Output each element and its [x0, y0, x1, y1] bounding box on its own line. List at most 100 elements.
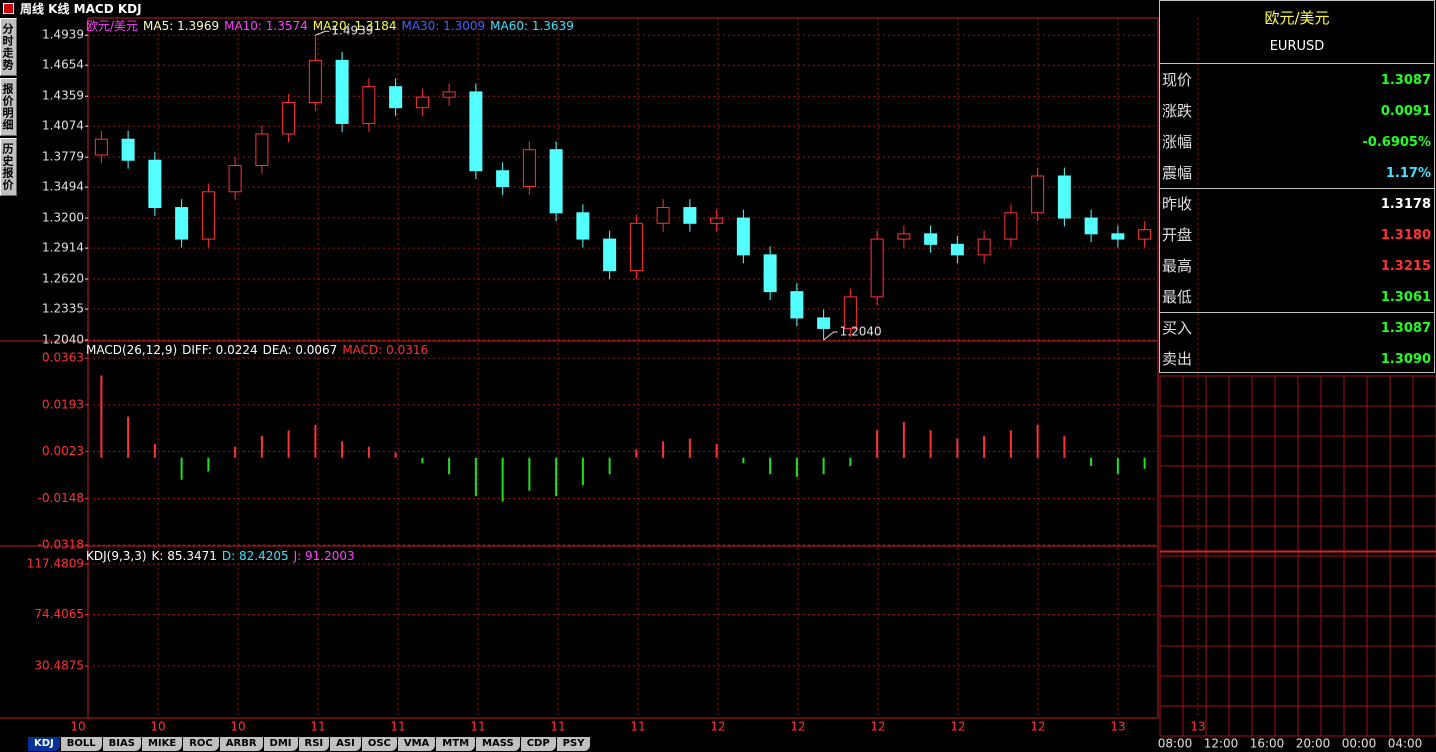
- legend-entry: DEA: 0.0067: [263, 343, 338, 357]
- side-tab[interactable]: 历史报价: [0, 138, 17, 196]
- quote-value: -0.6905%: [1362, 135, 1431, 150]
- x-tick-label: 11: [310, 720, 325, 734]
- quote-value: 1.3178: [1380, 197, 1431, 212]
- x-tick-label: 11: [630, 720, 645, 734]
- candle-body: [763, 254, 777, 293]
- quote-label: 涨跌: [1162, 102, 1193, 120]
- quote-value: 0.0091: [1380, 104, 1431, 119]
- time-label: 04:00: [1388, 737, 1423, 751]
- x-tick-label: 12: [870, 720, 885, 734]
- y-tick-label: 74.4065: [34, 607, 84, 621]
- quote-row: 涨跌 0.0091: [1160, 96, 1434, 127]
- quote-value: 1.3215: [1380, 259, 1431, 274]
- candle-body: [629, 222, 643, 272]
- candle-body: [710, 217, 724, 224]
- x-tick-label: 12: [790, 720, 805, 734]
- legend: MACD(26,12,9) DIFF: 0.0224 DEA: 0.0067 MACD…: [86, 343, 428, 357]
- legend-entry: MACD: 0.0316: [342, 343, 428, 357]
- candle-body: [442, 91, 456, 98]
- time-label: 16:00: [1250, 737, 1285, 751]
- legend-entry: J: 91.2003: [293, 549, 355, 563]
- candle-body: [201, 191, 215, 240]
- y-tick-label: 117.4809: [27, 556, 84, 570]
- indicator-tab[interactable]: MIKE: [141, 737, 183, 751]
- indicator-tab[interactable]: ASI: [330, 737, 361, 751]
- x-tick-label: 10: [70, 720, 85, 734]
- indicator-tab[interactable]: ARBR: [219, 737, 263, 751]
- candle-body: [282, 101, 296, 135]
- indicator-tab[interactable]: BIAS: [102, 737, 141, 751]
- quote-label: 最高: [1162, 257, 1193, 275]
- quote-title: 欧元/美元: [1264, 9, 1330, 27]
- y-tick-label: 1.3494: [42, 180, 84, 194]
- candle-body: [522, 149, 536, 188]
- legend: KDJ(9,3,3) K: 85.3471 D: 82.4205 J: 91.2003: [86, 549, 355, 563]
- annotation: 1.2040: [840, 325, 882, 339]
- candle-body: [1057, 175, 1071, 219]
- x-tick-label: 13: [1110, 720, 1125, 734]
- candle-body: [603, 238, 617, 272]
- indicator-tab[interactable]: OSC: [361, 737, 397, 751]
- legend-entry: MA60: 1.3639: [490, 19, 574, 33]
- indicator-tab[interactable]: VMA: [397, 737, 436, 751]
- main-frame: [87, 17, 1159, 719]
- x-tick-label: 11: [390, 720, 405, 734]
- y-tick-label: 1.4074: [42, 119, 84, 133]
- legend: 欧元/美元 MA5: 1.3969 MA10: 1.3574 MA20: 1.3184…: [86, 19, 574, 33]
- x-tick-label: 10: [150, 720, 165, 734]
- quote-label: 卖出: [1162, 350, 1193, 368]
- quote-row: 震幅 1.17%: [1160, 158, 1434, 189]
- indicator-tab[interactable]: CDP: [520, 737, 556, 751]
- quote-label: 开盘: [1162, 226, 1193, 244]
- candle-body: [1004, 212, 1018, 240]
- indicator-tab[interactable]: RSI: [298, 737, 330, 751]
- y-tick-label: 30.4875: [34, 659, 84, 673]
- indicator-tab[interactable]: DMI: [263, 737, 298, 751]
- x-tick-label: 10: [230, 720, 245, 734]
- quote-row: 开盘 1.3180: [1160, 220, 1434, 251]
- indicator-tab[interactable]: MTM: [436, 737, 476, 751]
- x-tick-label: 11: [470, 720, 485, 734]
- legend-entry: 欧元/美元: [86, 19, 138, 33]
- quote-label: 涨幅: [1162, 133, 1193, 151]
- indicator-tab[interactable]: KDJ: [28, 737, 60, 751]
- indicator-tab[interactable]: MASS: [476, 737, 520, 751]
- candle-body: [1138, 229, 1152, 240]
- quote-value: 1.3061: [1380, 290, 1431, 305]
- x-tick-label: 12: [1030, 720, 1045, 734]
- quote-row: 最低 1.3061: [1160, 282, 1434, 313]
- x-tick-label: 13: [1190, 720, 1205, 734]
- indicator-tab[interactable]: ROC: [183, 737, 219, 751]
- quote-value: 1.3180: [1380, 228, 1431, 243]
- separator: [1160, 188, 1434, 189]
- side-tab[interactable]: 报价明细: [0, 78, 17, 136]
- quote-label: 现价: [1162, 71, 1193, 89]
- side-tab[interactable]: 分时走势: [0, 18, 17, 76]
- candle-body: [950, 243, 964, 256]
- legend-entry: DIFF: 0.0224: [182, 343, 258, 357]
- quote-row: 买入 1.3087: [1160, 313, 1434, 344]
- indicator-tab[interactable]: PSY: [556, 737, 591, 751]
- indicator-tab[interactable]: BOLL: [60, 737, 102, 751]
- candle-body: [1084, 217, 1098, 235]
- candle-body: [897, 233, 911, 240]
- quote-value: 1.17%: [1385, 166, 1431, 181]
- toolbar-icon: [3, 3, 14, 14]
- separator: [1160, 312, 1434, 313]
- time-label: 00:00: [1342, 737, 1377, 751]
- quote-value: 1.3087: [1380, 73, 1431, 88]
- y-tick-label: -0.0318: [38, 538, 84, 552]
- y-tick-label: -0.0148: [38, 491, 84, 505]
- quote-label: 最低: [1162, 288, 1193, 306]
- legend-entry: MA30: 1.3009: [401, 19, 485, 33]
- candle-body: [843, 296, 857, 329]
- legend-entry: MACD(26,12,9): [86, 343, 177, 357]
- candle-body: [148, 159, 162, 209]
- y-tick-label: 1.3779: [42, 150, 84, 164]
- side-tabs: 分时走势报价明细历史报价: [0, 18, 17, 198]
- x-tick-label: 12: [710, 720, 725, 734]
- quote-code: EURUSD: [1269, 39, 1325, 54]
- y-tick-label: 1.2040: [42, 333, 84, 347]
- candle-body: [656, 207, 670, 224]
